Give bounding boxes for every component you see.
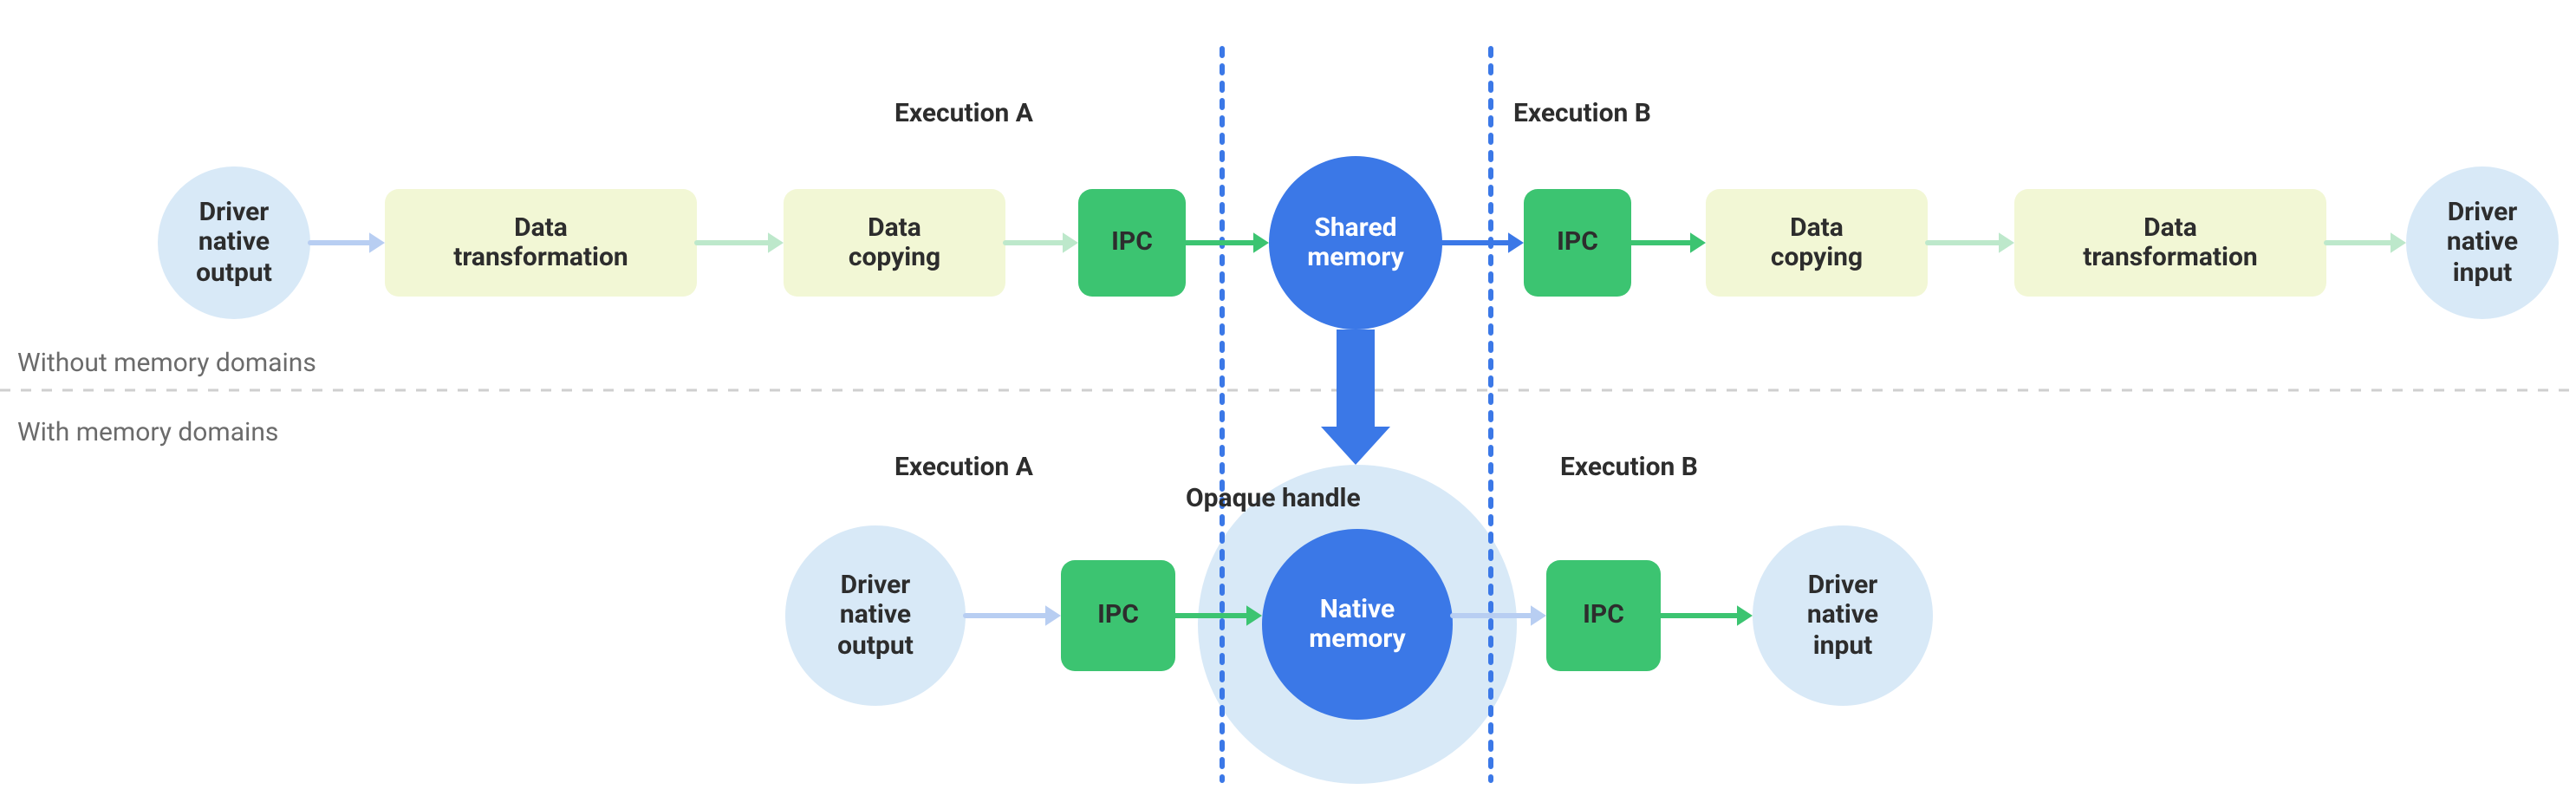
section-caption: With memory domains bbox=[17, 416, 278, 447]
nodes-layer: Driver native output Data transformation D… bbox=[0, 0, 2576, 796]
node-top-ipc1: IPC bbox=[1078, 189, 1186, 297]
section-caption: Without memory domains bbox=[17, 347, 316, 378]
node-bottom-driver_in: Driver native input bbox=[1753, 525, 1933, 706]
node-bottom-ipc2: IPC bbox=[1546, 560, 1661, 671]
heading-bot_execA: Execution A bbox=[894, 451, 1033, 482]
node-bottom-native: Native memory bbox=[1262, 529, 1453, 720]
node-top-data_trans2: Data transformation bbox=[2014, 189, 2326, 297]
heading-top_execB: Execution B bbox=[1513, 97, 1651, 128]
node-bottom-driver_out: Driver native output bbox=[785, 525, 966, 706]
node-bottom-ipc1: IPC bbox=[1061, 560, 1175, 671]
diagram-stage: Driver native output Data transformation D… bbox=[0, 0, 2576, 796]
heading-top_execA: Execution A bbox=[894, 97, 1033, 128]
node-top-shared: Shared memory bbox=[1269, 156, 1442, 329]
node-top-driver_in: Driver native input bbox=[2406, 166, 2559, 319]
node-top-driver_out: Driver native output bbox=[158, 166, 310, 319]
node-top-ipc2: IPC bbox=[1524, 189, 1631, 297]
heading-opaque: Opaque handle bbox=[1186, 482, 1361, 513]
node-top-data_copy1: Data copying bbox=[784, 189, 1005, 297]
heading-bot_execB: Execution B bbox=[1560, 451, 1698, 482]
node-top-data_trans1: Data transformation bbox=[385, 189, 697, 297]
node-top-data_copy2: Data copying bbox=[1706, 189, 1928, 297]
